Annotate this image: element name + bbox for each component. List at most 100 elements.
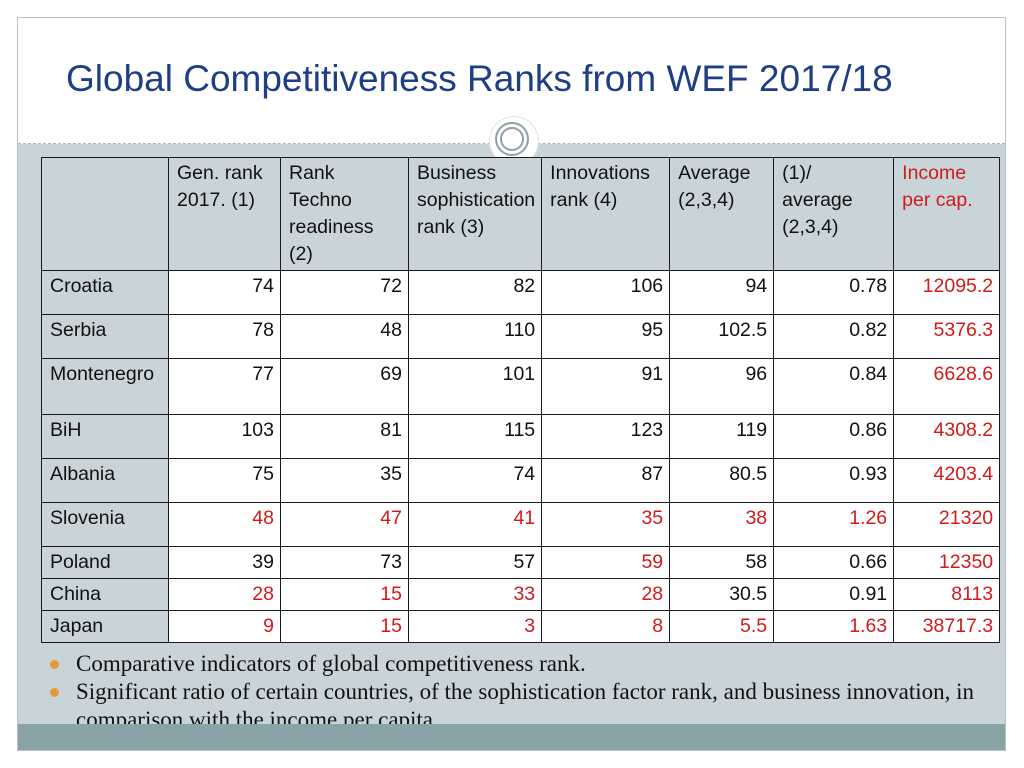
country-cell: China	[41, 578, 169, 611]
header-cell-gen-rank: Gen. rank 2017. (1)	[168, 157, 281, 271]
value-cell: 15	[280, 578, 409, 611]
value-cell: 30.5	[669, 578, 775, 611]
value-cell: 0.66	[773, 546, 895, 579]
bullet-item: Comparative indicators of global competi…	[44, 650, 1005, 678]
value-cell: 59	[541, 546, 671, 579]
value-cell: 110	[407, 314, 543, 359]
value-cell: 95	[541, 314, 671, 359]
value-cell: 81	[280, 414, 409, 459]
value-cell: 33	[407, 578, 543, 611]
slide: Global Competitiveness Ranks from WEF 20…	[17, 17, 1006, 751]
income-cell: 8113	[893, 578, 1001, 611]
value-cell: 94	[669, 270, 775, 315]
value-cell: 74	[407, 458, 543, 503]
value-cell: 91	[541, 358, 671, 415]
country-cell: Montenegro	[41, 358, 169, 415]
income-cell: 5376.3	[893, 314, 1001, 359]
value-cell: 119	[669, 414, 775, 459]
value-cell: 78	[168, 314, 281, 359]
value-cell: 72	[280, 270, 409, 315]
income-cell: 38717.3	[893, 610, 1001, 643]
value-cell: 28	[541, 578, 671, 611]
value-cell: 0.82	[773, 314, 895, 359]
value-cell: 80.5	[669, 458, 775, 503]
table-row: Slovenia 48 47 41 35 38 1.26 21320	[41, 502, 1001, 547]
competitiveness-table: Gen. rank 2017. (1) Rank Techno readines…	[41, 157, 1001, 643]
income-cell: 6628.6	[893, 358, 1001, 415]
value-cell: 57	[407, 546, 543, 579]
value-cell: 87	[541, 458, 671, 503]
value-cell: 48	[168, 502, 281, 547]
header-cell-innovations-rank: Innovations rank (4)	[541, 157, 671, 271]
header-cell-business-sophistication: Business sophistication rank (3)	[407, 157, 543, 271]
country-cell: Serbia	[41, 314, 169, 359]
value-cell: 47	[280, 502, 409, 547]
table-row: Serbia 78 48 110 95 102.5 0.82 5376.3	[41, 314, 1001, 359]
header-cell-income: Income per cap.	[893, 157, 1001, 271]
value-cell: 28	[168, 578, 281, 611]
value-cell: 39	[168, 546, 281, 579]
value-cell: 0.86	[773, 414, 895, 459]
bottom-band	[18, 724, 1005, 750]
table-row: Montenegro 77 69 101 91 96 0.84 6628.6	[41, 358, 1001, 415]
income-cell: 4203.4	[893, 458, 1001, 503]
value-cell: 73	[280, 546, 409, 579]
value-cell: 75	[168, 458, 281, 503]
value-cell: 69	[280, 358, 409, 415]
value-cell: 96	[669, 358, 775, 415]
value-cell: 82	[407, 270, 543, 315]
table-header-row: Gen. rank 2017. (1) Rank Techno readines…	[41, 157, 1001, 271]
value-cell: 48	[280, 314, 409, 359]
country-cell: Poland	[41, 546, 169, 579]
bullet-dot-icon	[50, 660, 59, 669]
outer-ring	[495, 122, 529, 156]
value-cell: 1.26	[773, 502, 895, 547]
value-cell: 15	[280, 610, 409, 643]
country-cell: Croatia	[41, 270, 169, 315]
header-cell-corner	[41, 157, 169, 271]
value-cell: 5.5	[669, 610, 775, 643]
table-row: BiH 103 81 115 123 119 0.86 4308.2	[41, 414, 1001, 459]
value-cell: 1.63	[773, 610, 895, 643]
value-cell: 9	[168, 610, 281, 643]
value-cell: 38	[669, 502, 775, 547]
country-cell: BiH	[41, 414, 169, 459]
value-cell: 0.91	[773, 578, 895, 611]
inner-ring	[500, 127, 524, 151]
bullet-list: Comparative indicators of global competi…	[44, 650, 1005, 734]
header-cell-ratio: (1)/ average (2,3,4)	[773, 157, 895, 271]
country-cell: Slovenia	[41, 502, 169, 547]
value-cell: 74	[168, 270, 281, 315]
header-cell-techno-readiness: Rank Techno readiness (2)	[280, 157, 409, 271]
value-cell: 103	[168, 414, 281, 459]
value-cell: 77	[168, 358, 281, 415]
income-cell: 4308.2	[893, 414, 1001, 459]
table-row: Poland 39 73 57 59 58 0.66 12350	[41, 546, 1001, 579]
value-cell: 35	[541, 502, 671, 547]
country-cell: Japan	[41, 610, 169, 643]
value-cell: 41	[407, 502, 543, 547]
value-cell: 58	[669, 546, 775, 579]
income-cell: 12095.2	[893, 270, 1001, 315]
value-cell: 106	[541, 270, 671, 315]
slide-title: Global Competitiveness Ranks from WEF 20…	[66, 58, 893, 99]
income-cell: 21320	[893, 502, 1001, 547]
table-row: Japan 9 15 3 8 5.5 1.63 38717.3	[41, 610, 1001, 643]
value-cell: 0.93	[773, 458, 895, 503]
value-cell: 0.78	[773, 270, 895, 315]
header-cell-average: Average (2,3,4)	[669, 157, 775, 271]
income-cell: 12350	[893, 546, 1001, 579]
bullet-text: Comparative indicators of global competi…	[76, 651, 586, 676]
bullet-dot-icon	[50, 688, 59, 697]
table-row: Albania 75 35 74 87 80.5 0.93 4203.4	[41, 458, 1001, 503]
table-row: China 28 15 33 28 30.5 0.91 8113	[41, 578, 1001, 611]
value-cell: 35	[280, 458, 409, 503]
value-cell: 115	[407, 414, 543, 459]
value-cell: 101	[407, 358, 543, 415]
value-cell: 8	[541, 610, 671, 643]
value-cell: 3	[407, 610, 543, 643]
country-cell: Albania	[41, 458, 169, 503]
value-cell: 0.84	[773, 358, 895, 415]
value-cell: 123	[541, 414, 671, 459]
value-cell: 102.5	[669, 314, 775, 359]
